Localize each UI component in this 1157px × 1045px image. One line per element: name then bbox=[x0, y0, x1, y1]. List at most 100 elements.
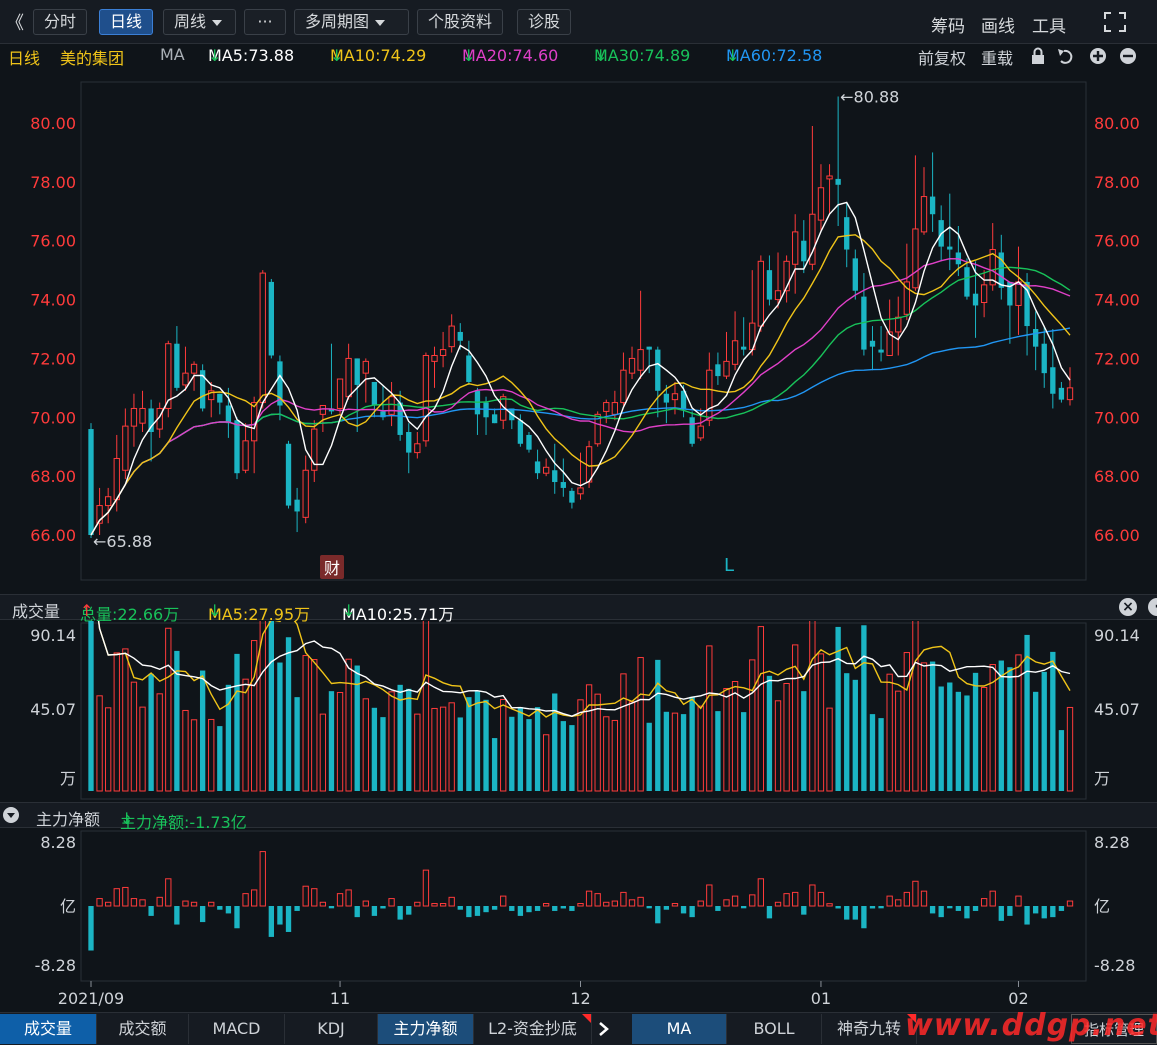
undo-icon[interactable] bbox=[1058, 49, 1073, 64]
volume-bar-up bbox=[594, 693, 601, 792]
tab-l2-zijin[interactable]: L2-资金抄底 bbox=[474, 1014, 592, 1044]
qianfuquan-button[interactable]: 前复权 bbox=[918, 49, 967, 68]
mainforce-chart[interactable]: 8.28 亿 -8.28 8.28 亿 -8.28 2021/09 11 12 01 02 bbox=[0, 829, 1157, 1012]
tab-chengjiaoe[interactable]: 成交额 bbox=[97, 1014, 189, 1044]
duozhouqi-button[interactable]: 多周期图 bbox=[294, 9, 409, 35]
tab-boll[interactable]: BOLL bbox=[727, 1014, 822, 1044]
volume-bar-up bbox=[749, 659, 756, 792]
mainforce-bar-down bbox=[715, 906, 721, 911]
candle-body-up bbox=[259, 272, 266, 404]
x-axis-label: 01 bbox=[811, 989, 831, 1008]
tab-kdj[interactable]: KDJ bbox=[285, 1014, 378, 1044]
volume-title[interactable]: 成交量 bbox=[12, 602, 61, 621]
mainforce-bar-up bbox=[774, 901, 782, 907]
candle-body-down bbox=[483, 402, 489, 418]
volume-bar-down bbox=[938, 686, 944, 791]
candle-body-up bbox=[113, 457, 120, 501]
volume-bar-down bbox=[466, 697, 472, 791]
huaxian-button[interactable]: 画线 bbox=[981, 17, 1015, 37]
mainforce-bar-up bbox=[628, 899, 636, 907]
mainforce-bar-up bbox=[190, 901, 198, 907]
gegu-ziliao-button[interactable]: 个股资料 bbox=[417, 9, 504, 35]
x-axis-label: 12 bbox=[570, 989, 590, 1008]
mainforce-bar-down bbox=[869, 906, 876, 909]
volume-bar-down bbox=[835, 626, 841, 791]
volume-bar-up bbox=[336, 691, 344, 792]
mainforce-bar-up bbox=[302, 885, 309, 907]
mainforce-bar-down bbox=[268, 906, 275, 937]
candle-body-up bbox=[826, 175, 833, 180]
volume-bar-down bbox=[328, 691, 335, 791]
cai-badge-bg bbox=[320, 555, 344, 579]
tab-zhulijinge[interactable]: 主力净额 bbox=[378, 1014, 474, 1044]
mainforce-tick-left: -8.28 bbox=[35, 956, 76, 975]
mainforce-bar-down bbox=[526, 906, 532, 913]
volume-chart[interactable]: 90.14 45.07 万 90.14 45.07 万 bbox=[0, 621, 1157, 801]
volume-bar-down bbox=[1041, 671, 1047, 791]
arrow-down-icon: ↓ bbox=[208, 46, 222, 65]
mainforce-title[interactable]: 主力净额 bbox=[36, 810, 101, 829]
volume-tick-left: 45.07 bbox=[30, 700, 76, 719]
candle-body-up bbox=[774, 290, 782, 301]
mainforce-bar-down bbox=[234, 906, 240, 929]
zhongzai-button[interactable]: 重载 bbox=[981, 49, 1014, 68]
mainforce-bar-up bbox=[594, 893, 601, 907]
tab-shenqijiuzhuan[interactable]: 神奇九转 bbox=[822, 1014, 917, 1044]
volume-bar-up bbox=[706, 645, 713, 792]
volume-bar-down bbox=[199, 670, 206, 791]
expand-icon[interactable] bbox=[1103, 11, 1127, 33]
mainforce-header: 主力净额 主力净额:-1.73亿 ↓ bbox=[0, 802, 1157, 832]
tab-ma[interactable]: MA bbox=[632, 1014, 727, 1044]
volume-bar-up bbox=[422, 621, 430, 792]
stock-name[interactable]: 美的集团 bbox=[60, 49, 125, 68]
back-icon[interactable]: 《 bbox=[6, 13, 24, 34]
settings-icon[interactable]: · bbox=[1148, 598, 1157, 616]
mainforce-bar-up bbox=[208, 901, 215, 907]
price-chart[interactable]: 80.00 80.00 78.00 78.00 76.00 76.00 74.00 74.00… bbox=[0, 70, 1157, 593]
mainforce-bar-down bbox=[655, 906, 661, 924]
candle-body-up bbox=[706, 369, 713, 421]
mainforce-bar-down bbox=[509, 906, 515, 911]
tab-chengjiaoliang[interactable]: 成交量 bbox=[0, 1014, 97, 1044]
candle-body-up bbox=[130, 407, 138, 427]
volume-bar-up bbox=[1015, 654, 1022, 792]
mainforce-bar-down bbox=[457, 906, 463, 910]
mainforce-bar-up bbox=[620, 891, 627, 907]
tab-zhouxian[interactable]: 周线 bbox=[163, 9, 236, 35]
candle-body-up bbox=[122, 425, 129, 471]
zhengu-button[interactable]: 诊股 bbox=[517, 9, 572, 35]
candle-body-up bbox=[190, 363, 198, 374]
volume-bar-up bbox=[362, 698, 369, 792]
chevron-right-icon[interactable] bbox=[596, 1021, 612, 1037]
candle-body-up bbox=[139, 407, 146, 424]
lock-icon[interactable] bbox=[1032, 47, 1044, 65]
volume-bar-up bbox=[723, 687, 730, 792]
chouma-button[interactable]: 筹码 bbox=[931, 17, 965, 37]
mainforce-bar-down bbox=[938, 906, 944, 918]
tab-macd[interactable]: MACD bbox=[189, 1014, 285, 1044]
mainforce-bar-up bbox=[585, 890, 593, 907]
ma5-line bbox=[90, 201, 1071, 536]
gongju-button[interactable]: 工具 bbox=[1032, 12, 1068, 37]
volume-bar-down bbox=[268, 621, 275, 791]
mainforce-bar-up bbox=[792, 891, 799, 907]
zoom-in-icon[interactable] bbox=[1090, 48, 1106, 64]
mainforce-bar-up bbox=[156, 896, 163, 907]
ma-label[interactable]: MA bbox=[160, 45, 185, 64]
mainforce-bar-up bbox=[439, 903, 447, 907]
volume-bar-up bbox=[792, 644, 799, 792]
mainforce-bar-down bbox=[371, 906, 378, 916]
mainforce-bar-down bbox=[406, 906, 412, 915]
candle-body-up bbox=[414, 443, 421, 454]
volume-bar-down bbox=[689, 696, 695, 791]
zoom-out-icon[interactable] bbox=[1120, 48, 1136, 64]
volume-bar-down bbox=[552, 693, 558, 791]
collapse-icon[interactable] bbox=[2, 806, 20, 824]
candle-body-down bbox=[491, 414, 498, 424]
close-volume-icon[interactable]: × bbox=[1119, 598, 1137, 616]
tab-rixian[interactable]: 日线 bbox=[99, 9, 154, 35]
more-button[interactable]: ··· bbox=[244, 9, 286, 35]
volume-bar-down bbox=[1032, 691, 1039, 791]
tab-fenshi[interactable]: 分时 bbox=[33, 9, 88, 35]
mainforce-bar-down bbox=[88, 906, 94, 951]
